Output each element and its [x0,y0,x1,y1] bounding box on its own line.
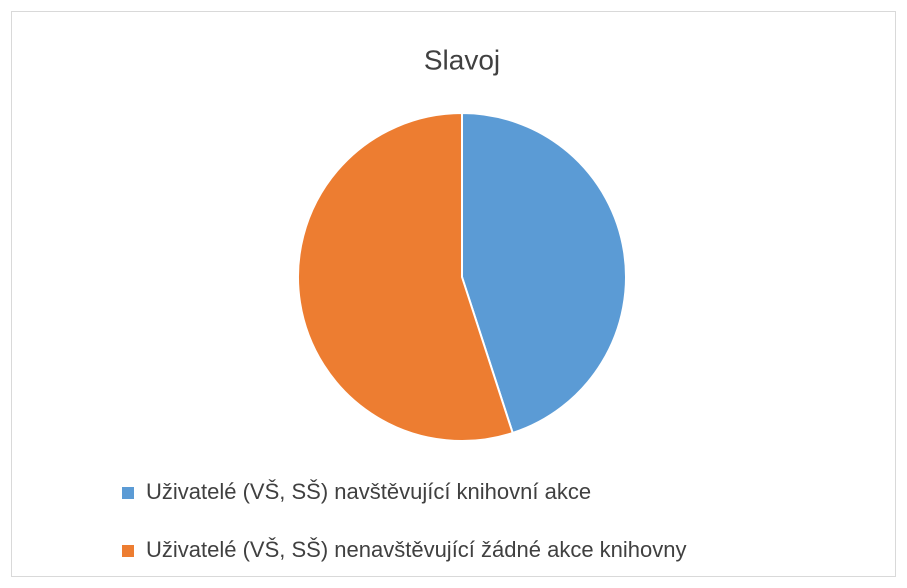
legend-swatch [122,545,134,557]
legend-label: Uživatelé (VŠ, SŠ) navštěvující knihovní… [146,479,591,504]
pie-slice [461,111,627,435]
legend-swatch [122,487,134,499]
chart-title: Slavoj [424,44,500,75]
legend-label: Uživatelé (VŠ, SŠ) nenavštěvující žádné … [146,537,687,562]
pie-slice [297,111,514,442]
